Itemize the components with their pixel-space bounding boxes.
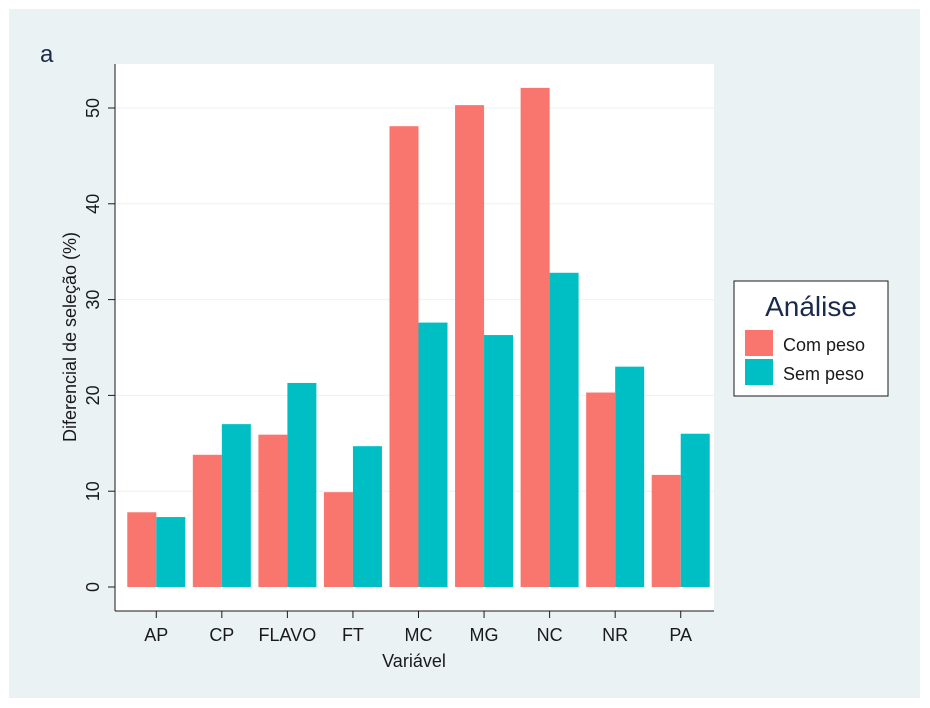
y-axis-title: Diferencial de seleção (%): [60, 232, 80, 442]
x-tick-label: MG: [470, 625, 499, 645]
bar-nr-sem-peso: [615, 366, 645, 587]
panel-label: a: [40, 41, 54, 68]
x-tick-label: MC: [405, 625, 433, 645]
bar-pa-com-peso: [651, 474, 681, 587]
x-tick-label: FLAVO: [259, 625, 317, 645]
y-tick-label: 40: [83, 194, 103, 214]
x-tick-label: NR: [602, 625, 628, 645]
bar-mg-sem-peso: [484, 335, 514, 587]
bar-nc-com-peso: [520, 87, 550, 587]
legend-label: Sem peso: [783, 364, 864, 384]
legend-items: Com peso Sem peso: [745, 330, 865, 385]
bar-ft-sem-peso: [352, 446, 382, 587]
bar-ft-com-peso: [323, 492, 353, 587]
bar-mc-com-peso: [389, 126, 419, 588]
bar-cp-sem-peso: [221, 424, 251, 587]
x-tick-label: PA: [669, 625, 692, 645]
x-axis-title: Variável: [382, 651, 446, 671]
y-tick-label: 50: [83, 98, 103, 118]
bar-mc-sem-peso: [418, 322, 448, 587]
y-tick-label: 0: [83, 582, 103, 592]
bar-flavo-sem-peso: [287, 382, 317, 587]
x-axis-ticks: AP CP FLAVO FT MC MG NC NR PA: [144, 611, 692, 645]
bar-ap-com-peso: [127, 512, 157, 587]
y-tick-label: 30: [83, 290, 103, 310]
bar-ap-sem-peso: [156, 517, 186, 587]
legend-title: Análise: [765, 291, 857, 322]
bar-pa-sem-peso: [680, 433, 710, 587]
legend-swatch: [745, 359, 773, 385]
x-tick-label: FT: [342, 625, 364, 645]
x-tick-label: CP: [209, 625, 234, 645]
bars: [127, 87, 710, 588]
bar-nr-com-peso: [586, 392, 616, 587]
bar-flavo-com-peso: [258, 434, 288, 587]
x-tick-label: AP: [144, 625, 168, 645]
bar-cp-com-peso: [192, 454, 222, 587]
bar-nc-sem-peso: [549, 272, 579, 587]
y-tick-label: 20: [83, 385, 103, 405]
legend: Análise Com peso Sem peso: [733, 280, 889, 397]
legend-swatch: [745, 330, 773, 356]
legend-label: Com peso: [783, 335, 865, 355]
x-tick-label: NC: [537, 625, 563, 645]
bar-mg-com-peso: [455, 105, 485, 587]
y-axis-ticks: 0 10 20 30 40 50: [83, 98, 115, 592]
y-tick-label: 10: [83, 481, 103, 501]
